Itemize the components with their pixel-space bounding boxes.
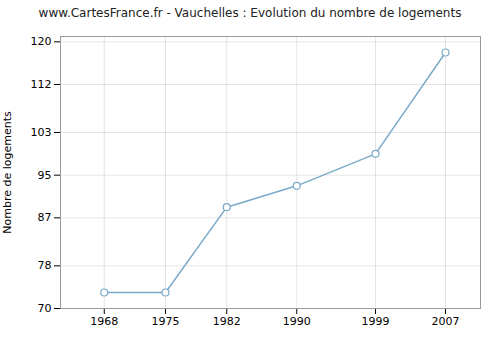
html-text:www.CartesFrance.fr - Vauchell: www.CartesFrance.fr - Vauchelles : Evolu… (38, 6, 462, 20)
svg-text:1990: 1990 (283, 315, 311, 328)
svg-text:Nombre de logements: Nombre de logements (1, 111, 14, 234)
svg-text:103: 103 (31, 126, 52, 139)
svg-text:112: 112 (31, 78, 52, 91)
svg-text:2007: 2007 (432, 315, 460, 328)
svg-text:70: 70 (38, 302, 52, 315)
svg-text:1982: 1982 (213, 315, 241, 328)
svg-text:78: 78 (38, 259, 52, 272)
svg-text:95: 95 (38, 169, 52, 182)
svg-text:87: 87 (38, 211, 52, 224)
svg-text:120: 120 (31, 35, 52, 48)
svg-text:1968: 1968 (90, 315, 118, 328)
svg-text:1999: 1999 (362, 315, 390, 328)
svg-text:1975: 1975 (152, 315, 180, 328)
